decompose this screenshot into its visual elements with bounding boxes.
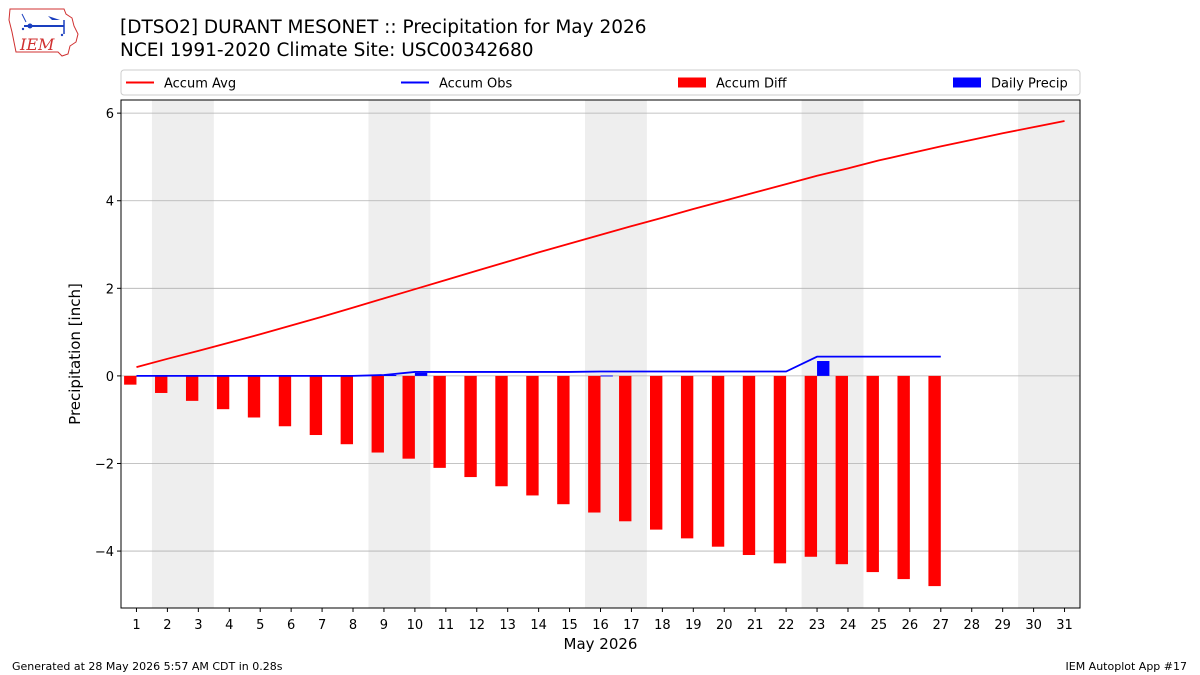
y-tick-label: −2 — [95, 457, 114, 472]
y-tick-label: 0 — [106, 370, 114, 385]
accum-diff-bar — [619, 375, 632, 522]
legend-entry-label: Accum Obs — [439, 77, 512, 92]
line-series — [136, 120, 1065, 377]
accum-diff-bar — [835, 375, 848, 565]
accum-diff-bar — [278, 375, 292, 427]
accum-diff-bar — [804, 375, 818, 557]
x-tick-label: 27 — [933, 618, 950, 633]
accum-diff-bar — [588, 375, 601, 513]
accum-diff-bar — [155, 375, 168, 393]
weekend-shading — [151, 100, 1080, 608]
weekend-band — [368, 100, 431, 608]
x-tick-label: 15 — [561, 618, 578, 633]
accum-diff-bar — [526, 375, 539, 496]
legend-swatch-patch — [678, 77, 706, 88]
y-axis: −4 −2 0 2 4 6 — [95, 107, 121, 560]
x-tick-label: 2 — [163, 618, 171, 633]
accum-obs-line — [136, 355, 941, 377]
x-tick-label: 18 — [654, 618, 671, 633]
legend-box — [120, 69, 1081, 96]
chart-subtitle: NCEI 1991-2020 Climate Site: USC00342680 — [120, 40, 534, 61]
accum-diff-bar — [402, 375, 415, 459]
daily-precip-bar — [383, 375, 397, 377]
accum-diff-bar — [773, 375, 787, 564]
x-axis-label: May 2026 — [564, 635, 638, 653]
accum-diff-bar — [680, 375, 694, 539]
accum-diff-bar — [433, 375, 446, 468]
accum-diff-bar — [124, 375, 137, 385]
accum-diff-bar — [495, 375, 508, 487]
accum-diff-bar — [557, 375, 570, 505]
weekend-band — [585, 100, 647, 608]
footer-app: IEM Autoplot App #17 — [1065, 660, 1188, 673]
x-tick-label: 20 — [716, 618, 733, 633]
legend: Accum Avg Accum Obs Accum Diff Daily Precip — [120, 69, 1081, 96]
y-tick-label: −4 — [95, 545, 114, 560]
iem-logo: IEM — [8, 8, 79, 57]
x-tick-label: 19 — [685, 618, 702, 633]
y-tick-label: 2 — [106, 282, 114, 297]
legend-entry-label: Accum Avg — [164, 77, 236, 92]
legend-swatch-patch — [953, 77, 981, 88]
svg-text:IEM: IEM — [19, 35, 55, 54]
x-axis: 1 2 3 4 5 6 7 8 9 10 11 12 13 14 15 16 17 18 19 20 21 22 23 24 2… — [132, 608, 1073, 633]
x-tick-label: 5 — [256, 618, 264, 633]
x-tick-label: 9 — [380, 618, 388, 633]
daily-precip-bar — [600, 375, 613, 377]
x-tick-label: 12 — [468, 618, 485, 633]
accum-diff-bar — [711, 375, 725, 547]
x-tick-label: 16 — [592, 618, 609, 633]
x-tick-label: 17 — [623, 618, 640, 633]
x-tick-label: 8 — [349, 618, 357, 633]
accum-diff-bar — [371, 375, 384, 453]
accum-diff-bar — [340, 375, 354, 445]
x-tick-label: 30 — [1025, 618, 1042, 633]
x-tick-label: 29 — [994, 618, 1011, 633]
x-tick-label: 14 — [530, 618, 547, 633]
accum-diff-bar — [897, 375, 910, 580]
x-tick-label: 1 — [132, 618, 140, 633]
x-tick-label: 28 — [963, 618, 980, 633]
daily-precip-bar — [414, 372, 428, 376]
accum-diff-bar — [866, 375, 879, 573]
accum-diff-bar — [649, 375, 663, 530]
footer-generated: Generated at 28 May 2026 5:57 AM CDT in … — [12, 660, 283, 673]
x-tick-label: 4 — [225, 618, 233, 633]
x-tick-label: 21 — [747, 618, 764, 633]
chart-title: [DTSO2] DURANT MESONET :: Precipitation … — [120, 17, 647, 38]
x-tick-label: 13 — [499, 618, 516, 633]
x-tick-label: 3 — [194, 618, 202, 633]
x-tick-label: 26 — [902, 618, 919, 633]
x-tick-label: 10 — [407, 618, 424, 633]
accum-diff-bar — [742, 375, 756, 556]
y-axis-label: Precipitation [inch] — [66, 283, 84, 425]
y-tick-label: 4 — [106, 195, 114, 210]
x-tick-label: 23 — [809, 618, 826, 633]
accum-diff-bar — [928, 375, 941, 587]
legend-entry-label: Daily Precip — [991, 77, 1068, 92]
x-tick-label: 25 — [871, 618, 888, 633]
accum-avg-line — [136, 120, 1065, 369]
accum-diff-bar — [185, 375, 199, 401]
accum-diff-bar — [309, 375, 323, 436]
bar-series — [124, 361, 941, 587]
accum-diff-bar — [216, 375, 230, 410]
y-tick-label: 6 — [106, 107, 114, 122]
x-tick-label: 31 — [1056, 618, 1073, 633]
weekend-band — [1018, 100, 1080, 608]
accum-diff-bar — [247, 375, 261, 418]
x-tick-label: 6 — [287, 618, 295, 633]
legend-entry-label: Accum Diff — [716, 77, 788, 92]
x-tick-label: 22 — [778, 618, 795, 633]
x-tick-label: 24 — [840, 618, 857, 633]
accum-diff-bar — [464, 375, 477, 478]
x-tick-label: 11 — [438, 618, 455, 633]
x-tick-label: 7 — [318, 618, 326, 633]
daily-precip-bar — [817, 361, 830, 376]
